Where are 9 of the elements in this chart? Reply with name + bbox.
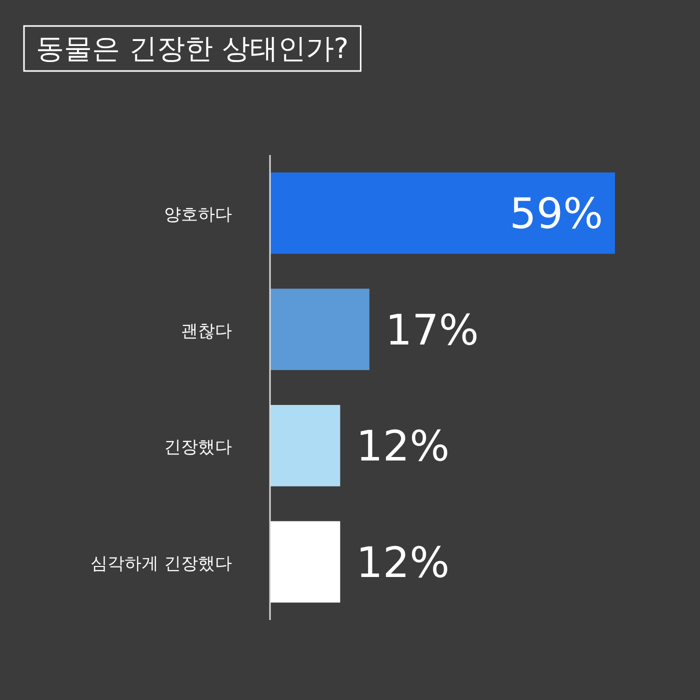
- y-tick-label: 긴장했다: [164, 438, 232, 458]
- data-label: 17%: [385, 305, 479, 354]
- data-label: 12%: [356, 538, 450, 587]
- y-tick-label: 괜찮다: [181, 321, 232, 342]
- data-label: 12%: [356, 422, 450, 471]
- y-tick-label: 양호하다: [164, 205, 232, 226]
- y-tick-label: 심각하게 긴장했다: [90, 554, 232, 574]
- chart-title: 동물은 긴장한 상태인가?: [36, 32, 349, 65]
- data-label: 59%: [510, 189, 603, 238]
